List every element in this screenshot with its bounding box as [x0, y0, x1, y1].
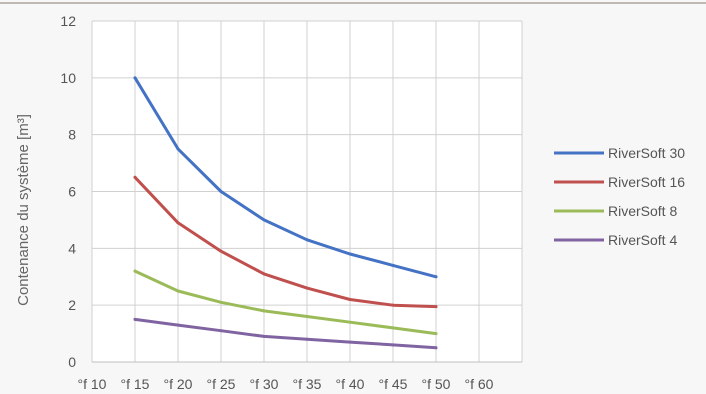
- x-tick-label: °f 40: [336, 376, 365, 392]
- x-tick-label: °f 15: [121, 376, 150, 392]
- y-tick-label: 8: [68, 127, 76, 143]
- data-point: [219, 190, 223, 193]
- data-point: [176, 289, 180, 293]
- legend-label: RiverSoft 16: [608, 174, 685, 190]
- data-point: [348, 252, 352, 256]
- series-lines: [133, 76, 438, 350]
- y-tick-label: 6: [68, 184, 76, 200]
- series-line-3: [133, 269, 438, 336]
- data-point: [262, 218, 266, 222]
- data-point: [348, 320, 352, 324]
- data-point: [305, 238, 309, 242]
- data-point: [219, 249, 223, 253]
- series-line-2: [133, 175, 438, 309]
- y-tick-label: 10: [60, 70, 76, 86]
- data-point: [434, 346, 438, 350]
- data-point: [176, 147, 180, 151]
- data-point: [133, 76, 137, 80]
- x-tick-label: °f 20: [164, 376, 193, 392]
- legend: RiverSoft 30 RiverSoft 16 RiverSoft 8 River…: [554, 145, 685, 248]
- data-point: [219, 329, 223, 333]
- data-point: [262, 334, 266, 338]
- series-line-1: [133, 76, 438, 279]
- y-tick-label: 2: [68, 297, 76, 313]
- x-tick-label: °f 30: [250, 376, 279, 392]
- legend-label: RiverSoft 4: [608, 232, 677, 248]
- data-point: [176, 221, 180, 225]
- y-tick-label: 0: [68, 354, 76, 370]
- y-tick-label: 4: [68, 240, 76, 256]
- data-point: [176, 323, 180, 327]
- data-point: [391, 326, 395, 330]
- data-point: [434, 305, 438, 309]
- data-point: [262, 309, 266, 313]
- data-point: [133, 317, 137, 321]
- data-point: [391, 303, 395, 307]
- x-tick-label: °f 60: [465, 376, 494, 392]
- data-point: [219, 300, 223, 304]
- series-line-4: [133, 317, 438, 350]
- y-tick-label: 12: [60, 13, 76, 29]
- data-point: [391, 263, 395, 267]
- data-point: [305, 315, 309, 319]
- x-tick-label: °f 50: [422, 376, 451, 392]
- data-point: [305, 337, 309, 341]
- gridlines: [91, 20, 523, 363]
- x-tick-label: °f 45: [379, 376, 408, 392]
- x-tick-label: °f 35: [293, 376, 322, 392]
- data-point: [434, 332, 438, 336]
- legend-label: RiverSoft 8: [608, 203, 677, 219]
- data-point: [133, 269, 137, 273]
- x-tick-labels: °f 10 °f 15 °f 20 °f 25 °f 30 °f 35 °f 40 °f 45…: [78, 376, 494, 392]
- x-tick-label: °f 25: [207, 376, 236, 392]
- y-tick-labels: 0 2 4 6 8 10 12: [60, 13, 76, 370]
- data-point: [262, 272, 266, 276]
- data-point: [434, 275, 438, 279]
- data-point: [391, 343, 395, 347]
- data-point: [133, 175, 137, 179]
- x-tick-label: °f 10: [78, 376, 107, 392]
- data-point: [305, 286, 309, 290]
- data-point: [348, 297, 352, 301]
- y-axis-label: Contenance du système [m³]: [15, 114, 32, 306]
- data-point: [348, 340, 352, 344]
- legend-label: RiverSoft 30: [608, 145, 685, 161]
